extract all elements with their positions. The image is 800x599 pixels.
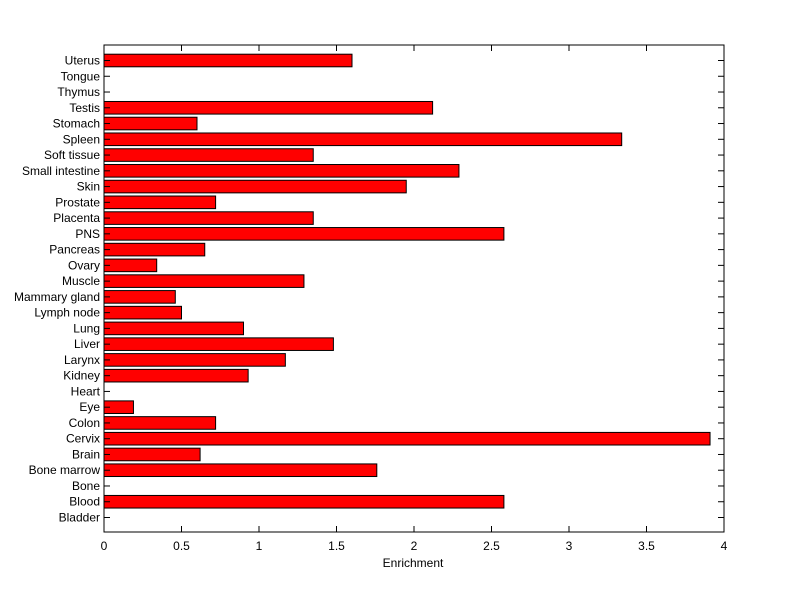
bar bbox=[103, 431, 711, 446]
bar bbox=[103, 116, 198, 131]
y-tick-label: Brain bbox=[72, 447, 100, 461]
y-tick-label: Prostate bbox=[55, 195, 100, 209]
bar bbox=[103, 290, 176, 304]
y-tick-label: Thymus bbox=[57, 85, 100, 99]
y-tick-label: Testis bbox=[69, 101, 100, 115]
y-tick-label: Eye bbox=[79, 400, 100, 414]
y-tick-label: Uterus bbox=[65, 54, 100, 68]
y-tick-label: Bladder bbox=[59, 511, 100, 525]
bar bbox=[103, 258, 158, 273]
y-tick-label: Lung bbox=[73, 321, 100, 335]
y-tick-label: Muscle bbox=[62, 274, 100, 288]
y-tick-label: Soft tissue bbox=[44, 148, 100, 162]
y-tick-label: Skin bbox=[77, 180, 100, 194]
bar bbox=[103, 100, 434, 115]
bar bbox=[103, 227, 505, 241]
bar bbox=[103, 321, 244, 336]
y-tick-label: PNS bbox=[75, 227, 100, 241]
x-tick-label: 2 bbox=[411, 539, 418, 553]
y-tick-label: Liver bbox=[74, 337, 100, 351]
bar bbox=[103, 353, 286, 367]
bar bbox=[103, 368, 249, 383]
plot-area-frame bbox=[103, 44, 725, 533]
x-tick-label: 1 bbox=[256, 539, 263, 553]
bar bbox=[103, 164, 460, 178]
bar bbox=[103, 274, 305, 288]
y-tick-label: Kidney bbox=[63, 369, 100, 383]
y-tick-label: Pancreas bbox=[49, 243, 100, 257]
x-tick-label: 0 bbox=[101, 539, 108, 553]
bar bbox=[103, 416, 217, 430]
y-tick-label: Small intestine bbox=[22, 164, 100, 178]
y-tick-label: Bone bbox=[72, 479, 100, 493]
y-tick-label: Cervix bbox=[66, 432, 100, 446]
x-tick-label: 0.5 bbox=[173, 539, 190, 553]
y-tick-label: Bone marrow bbox=[29, 463, 101, 477]
y-tick-label: Ovary bbox=[68, 258, 100, 272]
x-tick-label: 3.5 bbox=[638, 539, 655, 553]
y-tick-label: Spleen bbox=[63, 132, 100, 146]
bar bbox=[103, 494, 505, 509]
bar bbox=[103, 179, 407, 194]
bar bbox=[103, 53, 353, 68]
bar bbox=[103, 447, 201, 462]
x-tick-label: 1.5 bbox=[328, 539, 345, 553]
bar bbox=[103, 132, 623, 147]
y-tick-label: Mammary gland bbox=[14, 290, 100, 304]
y-tick-label: Colon bbox=[69, 416, 100, 430]
x-tick-label: 4 bbox=[721, 539, 728, 553]
y-tick-label: Heart bbox=[71, 384, 101, 398]
bar bbox=[103, 211, 314, 225]
y-tick-label: Lymph node bbox=[34, 306, 100, 320]
y-tick-label: Tongue bbox=[61, 69, 101, 83]
y-tick-label: Larynx bbox=[64, 353, 100, 367]
y-tick-label: Placenta bbox=[53, 211, 100, 225]
bar bbox=[103, 195, 217, 210]
bar bbox=[103, 305, 182, 320]
y-tick-label: Stomach bbox=[53, 117, 100, 131]
y-tick-label: Blood bbox=[69, 495, 100, 509]
bar bbox=[103, 242, 206, 257]
bar bbox=[103, 337, 334, 351]
bar bbox=[103, 148, 314, 162]
x-tick-label: 3 bbox=[566, 539, 573, 553]
x-tick-label: 2.5 bbox=[483, 539, 500, 553]
bar bbox=[103, 463, 378, 478]
x-axis-title: Enrichment bbox=[383, 556, 444, 570]
